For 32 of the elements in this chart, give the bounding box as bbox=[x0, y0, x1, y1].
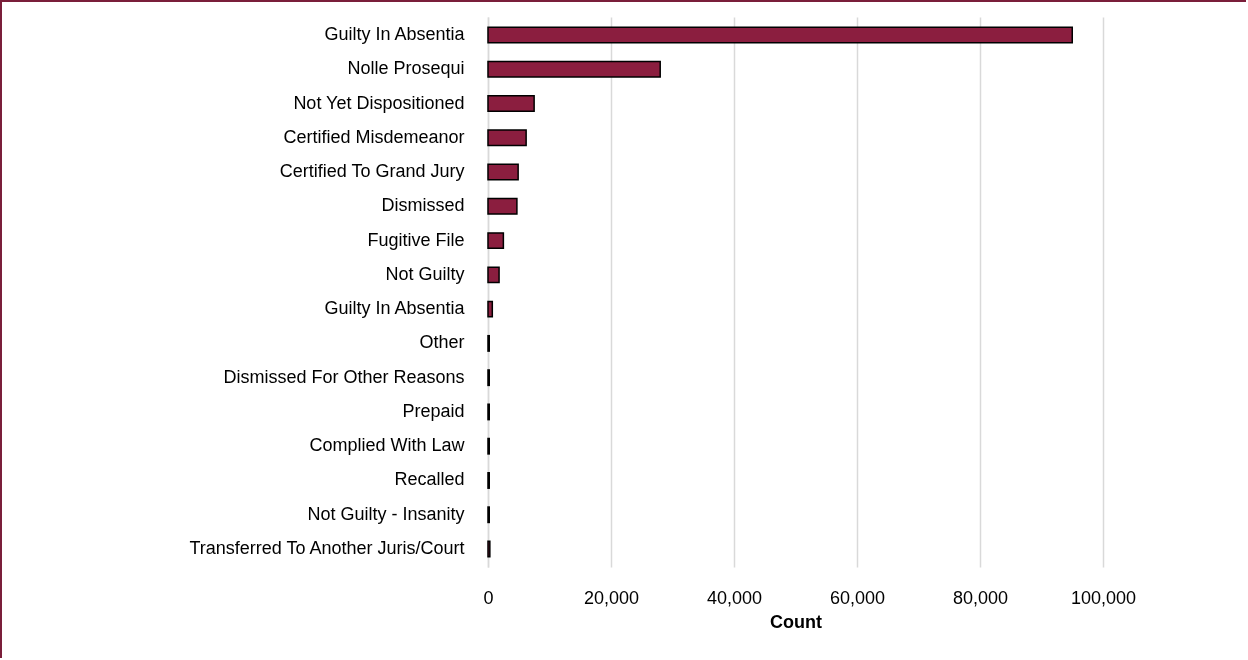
x-axis-title: Count bbox=[770, 611, 822, 632]
bar bbox=[487, 60, 661, 78]
y-tick-label: Complied With Law bbox=[309, 435, 466, 456]
y-tick-label: Dismissed For Other Reasons bbox=[223, 366, 465, 387]
y-tick-label: Transferred To Another Juris/Court bbox=[189, 538, 465, 559]
bar bbox=[487, 129, 527, 147]
bar bbox=[487, 163, 519, 181]
y-tick-label: Certified Misdemeanor bbox=[283, 126, 465, 147]
bar bbox=[487, 26, 1073, 44]
y-tick-label: Guilty In Absentia bbox=[324, 23, 466, 44]
y-tick-label: Fugitive File bbox=[367, 229, 465, 250]
y-tick-label: Certified To Grand Jury bbox=[279, 161, 465, 182]
x-tick-label: 20,000 bbox=[583, 587, 640, 608]
y-tick-label: Nolle Prosequi bbox=[347, 58, 465, 79]
x-tick-label: 60,000 bbox=[829, 587, 886, 608]
bar bbox=[487, 197, 518, 215]
bar bbox=[487, 266, 500, 284]
x-tick-label: 40,000 bbox=[706, 587, 763, 608]
bar bbox=[487, 95, 535, 112]
y-tick-label: Guilty In Absentia bbox=[324, 298, 466, 319]
y-tick-label: Other bbox=[419, 332, 465, 353]
y-tick-label: Not Yet Dispositioned bbox=[293, 92, 465, 113]
x-tick-label: 0 bbox=[483, 587, 494, 608]
y-tick-label: Recalled bbox=[394, 469, 465, 490]
y-tick-label: Not Guilty bbox=[385, 263, 465, 284]
x-tick-label: 80,000 bbox=[952, 587, 1009, 608]
x-tick-label: 100,000 bbox=[1070, 587, 1137, 608]
bar bbox=[487, 300, 494, 318]
y-tick-label: Not Guilty - Insanity bbox=[307, 503, 465, 524]
y-tick-label: Dismissed bbox=[381, 195, 465, 216]
y-tick-label: Prepaid bbox=[402, 400, 465, 421]
bar bbox=[487, 232, 505, 250]
